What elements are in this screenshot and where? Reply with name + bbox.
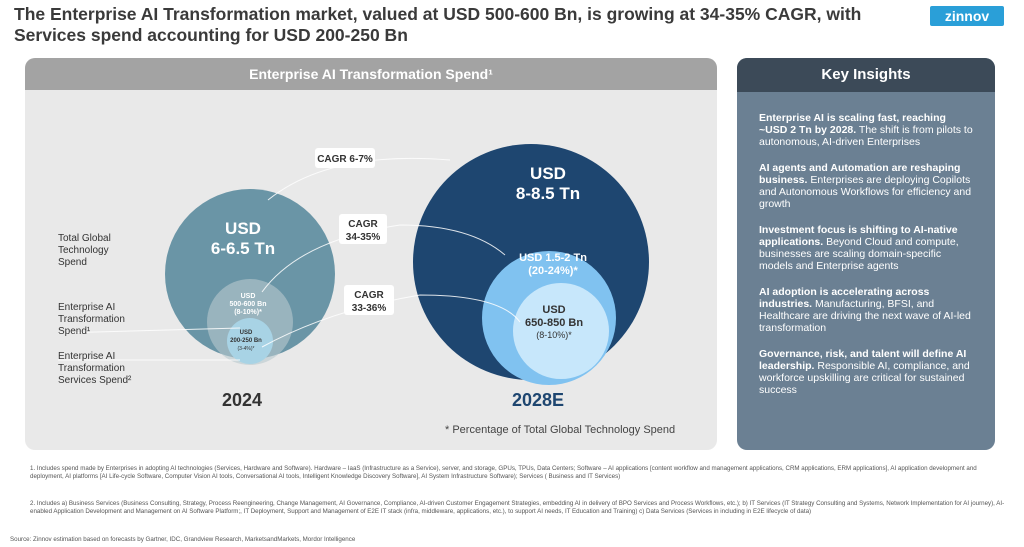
services-2028-pct: (8-10%)* (536, 330, 572, 340)
insight-text: Enterprises are deploying Copilots and A… (759, 174, 972, 210)
footnote-1: 1. Includes spend made by Enterprises in… (30, 465, 977, 480)
ai-2024-pct: (8-10%)* (234, 309, 262, 316)
key-insights-panel: Key Insights Enterprise AI is scaling fa… (737, 58, 995, 450)
insight-headline: Enterprise AI is scaling fast, reaching … (759, 112, 946, 136)
insight-text: Beyond Cloud and compute, businesses are… (759, 236, 959, 272)
cagr-ai-label: CAGR (348, 219, 378, 230)
insight-item: Governance, risk, and talent will define… (759, 348, 977, 396)
services-2024-pct: (3-4%)* (238, 346, 255, 352)
insight-item: Enterprise AI is scaling fast, reaching … (759, 112, 977, 148)
total-2028-value: 8-8.5 Tn (516, 184, 580, 203)
year-2024: 2024 (222, 390, 263, 410)
ai-2028-value: USD 1.5-2 Tn (519, 252, 587, 264)
page-title: The Enterprise AI Transformation market,… (14, 4, 862, 45)
insight-headline: AI adoption is accelerating across indus… (759, 286, 930, 310)
services-2028-value: 650-850 Bn (525, 317, 583, 329)
footnote-2: 2. Includes a) Business Services (Busine… (30, 500, 1005, 515)
insight-headline: AI agents and Automation are reshaping b… (759, 162, 961, 186)
cagr-ai-value: 34-35% (346, 232, 381, 243)
ai-2028-pct: (20-24%)* (528, 265, 578, 277)
circle-2028-services (513, 283, 609, 379)
zinnov-logo: zinnov (930, 6, 1004, 26)
cagr-services-value: 33-36% (352, 303, 387, 314)
spend-panel-header: Enterprise AI Transformation Spend¹ (25, 58, 717, 90)
legend-ai: Enterprise AI Transformation Spend¹ (58, 302, 125, 337)
services-2028-usd: USD (542, 304, 565, 316)
circle-2024-services (227, 318, 273, 364)
legend-total: Total Global Technology Spend (58, 233, 111, 268)
total-2024-value: 6-6.5 Tn (211, 239, 275, 258)
insight-headline: Governance, risk, and talent will define… (759, 348, 967, 372)
insight-text: Responsible AI, compliance, and workforc… (759, 360, 970, 396)
insight-text: The shift is from pilots to autonomous, … (759, 124, 973, 148)
ai-2024-usd: USD (241, 293, 256, 300)
cagr-services-label: CAGR (354, 290, 384, 301)
ai-2024-value: 500-600 Bn (230, 301, 267, 308)
cagr-total: CAGR 6-7% (317, 154, 373, 165)
insight-item: AI agents and Automation are reshaping b… (759, 162, 977, 210)
insight-text: Manufacturing, BFSI, and Healthcare are … (759, 298, 971, 334)
legend-services: Enterprise AI Transformation Services Sp… (58, 351, 132, 386)
key-insights-header: Key Insights (737, 58, 995, 92)
total-2028-usd: USD (530, 164, 566, 183)
year-2028: 2028E (512, 390, 565, 410)
services-2024-usd: USD (240, 330, 253, 336)
total-2024-usd: USD (225, 219, 261, 238)
percentage-note: * Percentage of Total Global Technology … (445, 424, 676, 436)
insight-item: AI adoption is accelerating across indus… (759, 286, 977, 334)
services-2024-value: 200-250 Bn (230, 338, 262, 344)
source-note: Source: Zinnov estimation based on forec… (10, 536, 356, 543)
cagr-labels: CAGR 6-7% CAGR 34-35% CAGR 33-36% (315, 148, 394, 315)
insight-headline: Investment focus is shifting to AI-nativ… (759, 224, 958, 248)
insight-item: Investment focus is shifting to AI-nativ… (759, 224, 977, 272)
